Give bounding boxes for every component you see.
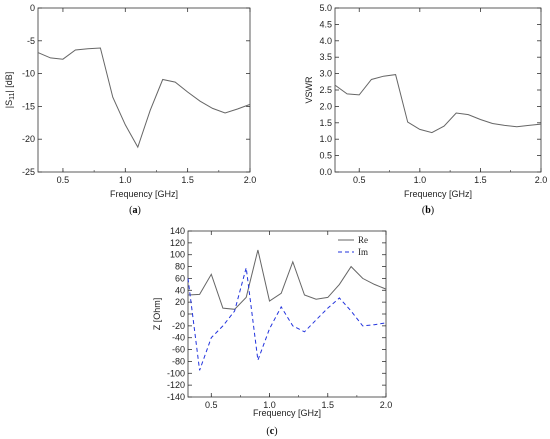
x-tick-label: 0.5 xyxy=(205,400,218,410)
series-line-a xyxy=(37,47,251,149)
caption-letter: a xyxy=(133,205,138,216)
y-tick-label: 100 xyxy=(170,250,185,260)
y-axis-label-sub: 11 xyxy=(9,93,16,100)
y-axis-label: Z [Ohm] xyxy=(152,298,162,331)
series-line-im xyxy=(187,267,387,371)
y-tick-label: 4.5 xyxy=(319,19,332,29)
y-tick-label: -15 xyxy=(22,101,35,111)
y-axis-label-main: |S xyxy=(4,100,14,108)
panel-caption: (a) xyxy=(129,205,141,216)
y-tick-label: -25 xyxy=(22,167,35,177)
caption-letter: c xyxy=(270,426,275,437)
caption-close-paren: ) xyxy=(274,426,277,437)
x-tick-label: 1.5 xyxy=(322,400,335,410)
x-tick-label: 0.5 xyxy=(57,175,70,185)
y-tick-label: 0.0 xyxy=(319,167,332,177)
y-tick-label: -100 xyxy=(167,368,185,378)
panel-caption: (c) xyxy=(266,426,277,437)
y-tick-label: -10 xyxy=(22,69,35,79)
x-tick-label: 2.0 xyxy=(244,175,257,185)
y-tick-label: -60 xyxy=(172,345,185,355)
y-tick-label: 1.0 xyxy=(319,134,332,144)
x-axis-label: Frequency [GHz] xyxy=(404,189,472,199)
y-tick-label: 4.0 xyxy=(319,36,332,46)
caption-open-paren: ( xyxy=(266,426,270,437)
caption-close-paren: ) xyxy=(431,205,434,216)
y-tick-label: -20 xyxy=(22,134,35,144)
y-tick-label: 5.0 xyxy=(319,3,332,13)
y-tick-label: -140 xyxy=(167,392,185,402)
caption-open-paren: ( xyxy=(422,205,426,216)
caption-close-paren: ) xyxy=(138,205,141,216)
plot-frame xyxy=(334,7,542,173)
x-tick-label: 2.0 xyxy=(380,400,393,410)
x-tick-label: 0.5 xyxy=(353,175,366,185)
y-tick-label: 0 xyxy=(180,309,185,319)
chart-panel-c: 0.5 1.0 1.5 2.0140120100806040200-20-40-60-… xyxy=(152,226,392,437)
series-line-re xyxy=(187,249,387,310)
chart-panel-a: 0.5 1.0 1.5 2.0 0 -5 -10 -15 -20 -25 Frequency [GH… xyxy=(4,3,256,216)
y-tick-label: -20 xyxy=(172,321,185,331)
x-axis-label: Frequency [GHz] xyxy=(110,189,178,199)
plot-frame xyxy=(37,7,251,173)
y-tick-label: 3.0 xyxy=(319,69,332,79)
x-tick-label: 1.0 xyxy=(263,400,276,410)
series-line-b xyxy=(334,74,542,134)
panel-caption: (b) xyxy=(422,205,434,216)
x-axis-label: Frequency [GHz] xyxy=(253,408,321,418)
y-tick-label: 40 xyxy=(175,285,185,295)
y-tick-label: -120 xyxy=(167,380,185,390)
x-tick-label: 1.5 xyxy=(474,175,487,185)
y-axis-label: |S11| [dB] xyxy=(4,72,16,108)
x-tick-label: 1.0 xyxy=(414,175,427,185)
y-tick-label: 1.5 xyxy=(319,118,332,128)
y-tick-label: 3.5 xyxy=(319,52,332,62)
x-tick-label: 1.0 xyxy=(119,175,132,185)
x-tick-label: 1.5 xyxy=(181,175,194,185)
caption-letter: b xyxy=(425,205,431,216)
y-tick-label: 140 xyxy=(170,226,185,236)
legend: Re Im xyxy=(338,235,368,257)
y-tick-label: 120 xyxy=(170,238,185,248)
y-tick-label: 2.0 xyxy=(319,101,332,111)
y-tick-label: -40 xyxy=(172,333,185,343)
y-tick-label: 20 xyxy=(175,297,185,307)
y-axis-label: VSWR xyxy=(304,76,314,104)
plot-frame xyxy=(187,230,387,398)
y-tick-label: 0.5 xyxy=(319,151,332,161)
y-tick-label: 2.5 xyxy=(319,85,332,95)
legend-label-re: Re xyxy=(358,235,368,245)
y-tick-label: 60 xyxy=(175,273,185,283)
caption-open-paren: ( xyxy=(129,205,133,216)
y-tick-label: 80 xyxy=(175,262,185,272)
y-axis-label-tail: | [dB] xyxy=(4,72,14,93)
y-tick-label: -80 xyxy=(172,356,185,366)
y-tick-label: -5 xyxy=(27,36,35,46)
chart-panel-b: 0.5 1.0 1.5 2.0 0.0 0.5 1.0 1.5 2.0 2.5 3.0 3.5 4.0 4… xyxy=(304,3,547,216)
legend-label-im: Im xyxy=(358,247,368,257)
y-tick-label: 0 xyxy=(30,3,35,13)
x-tick-label: 2.0 xyxy=(535,175,548,185)
